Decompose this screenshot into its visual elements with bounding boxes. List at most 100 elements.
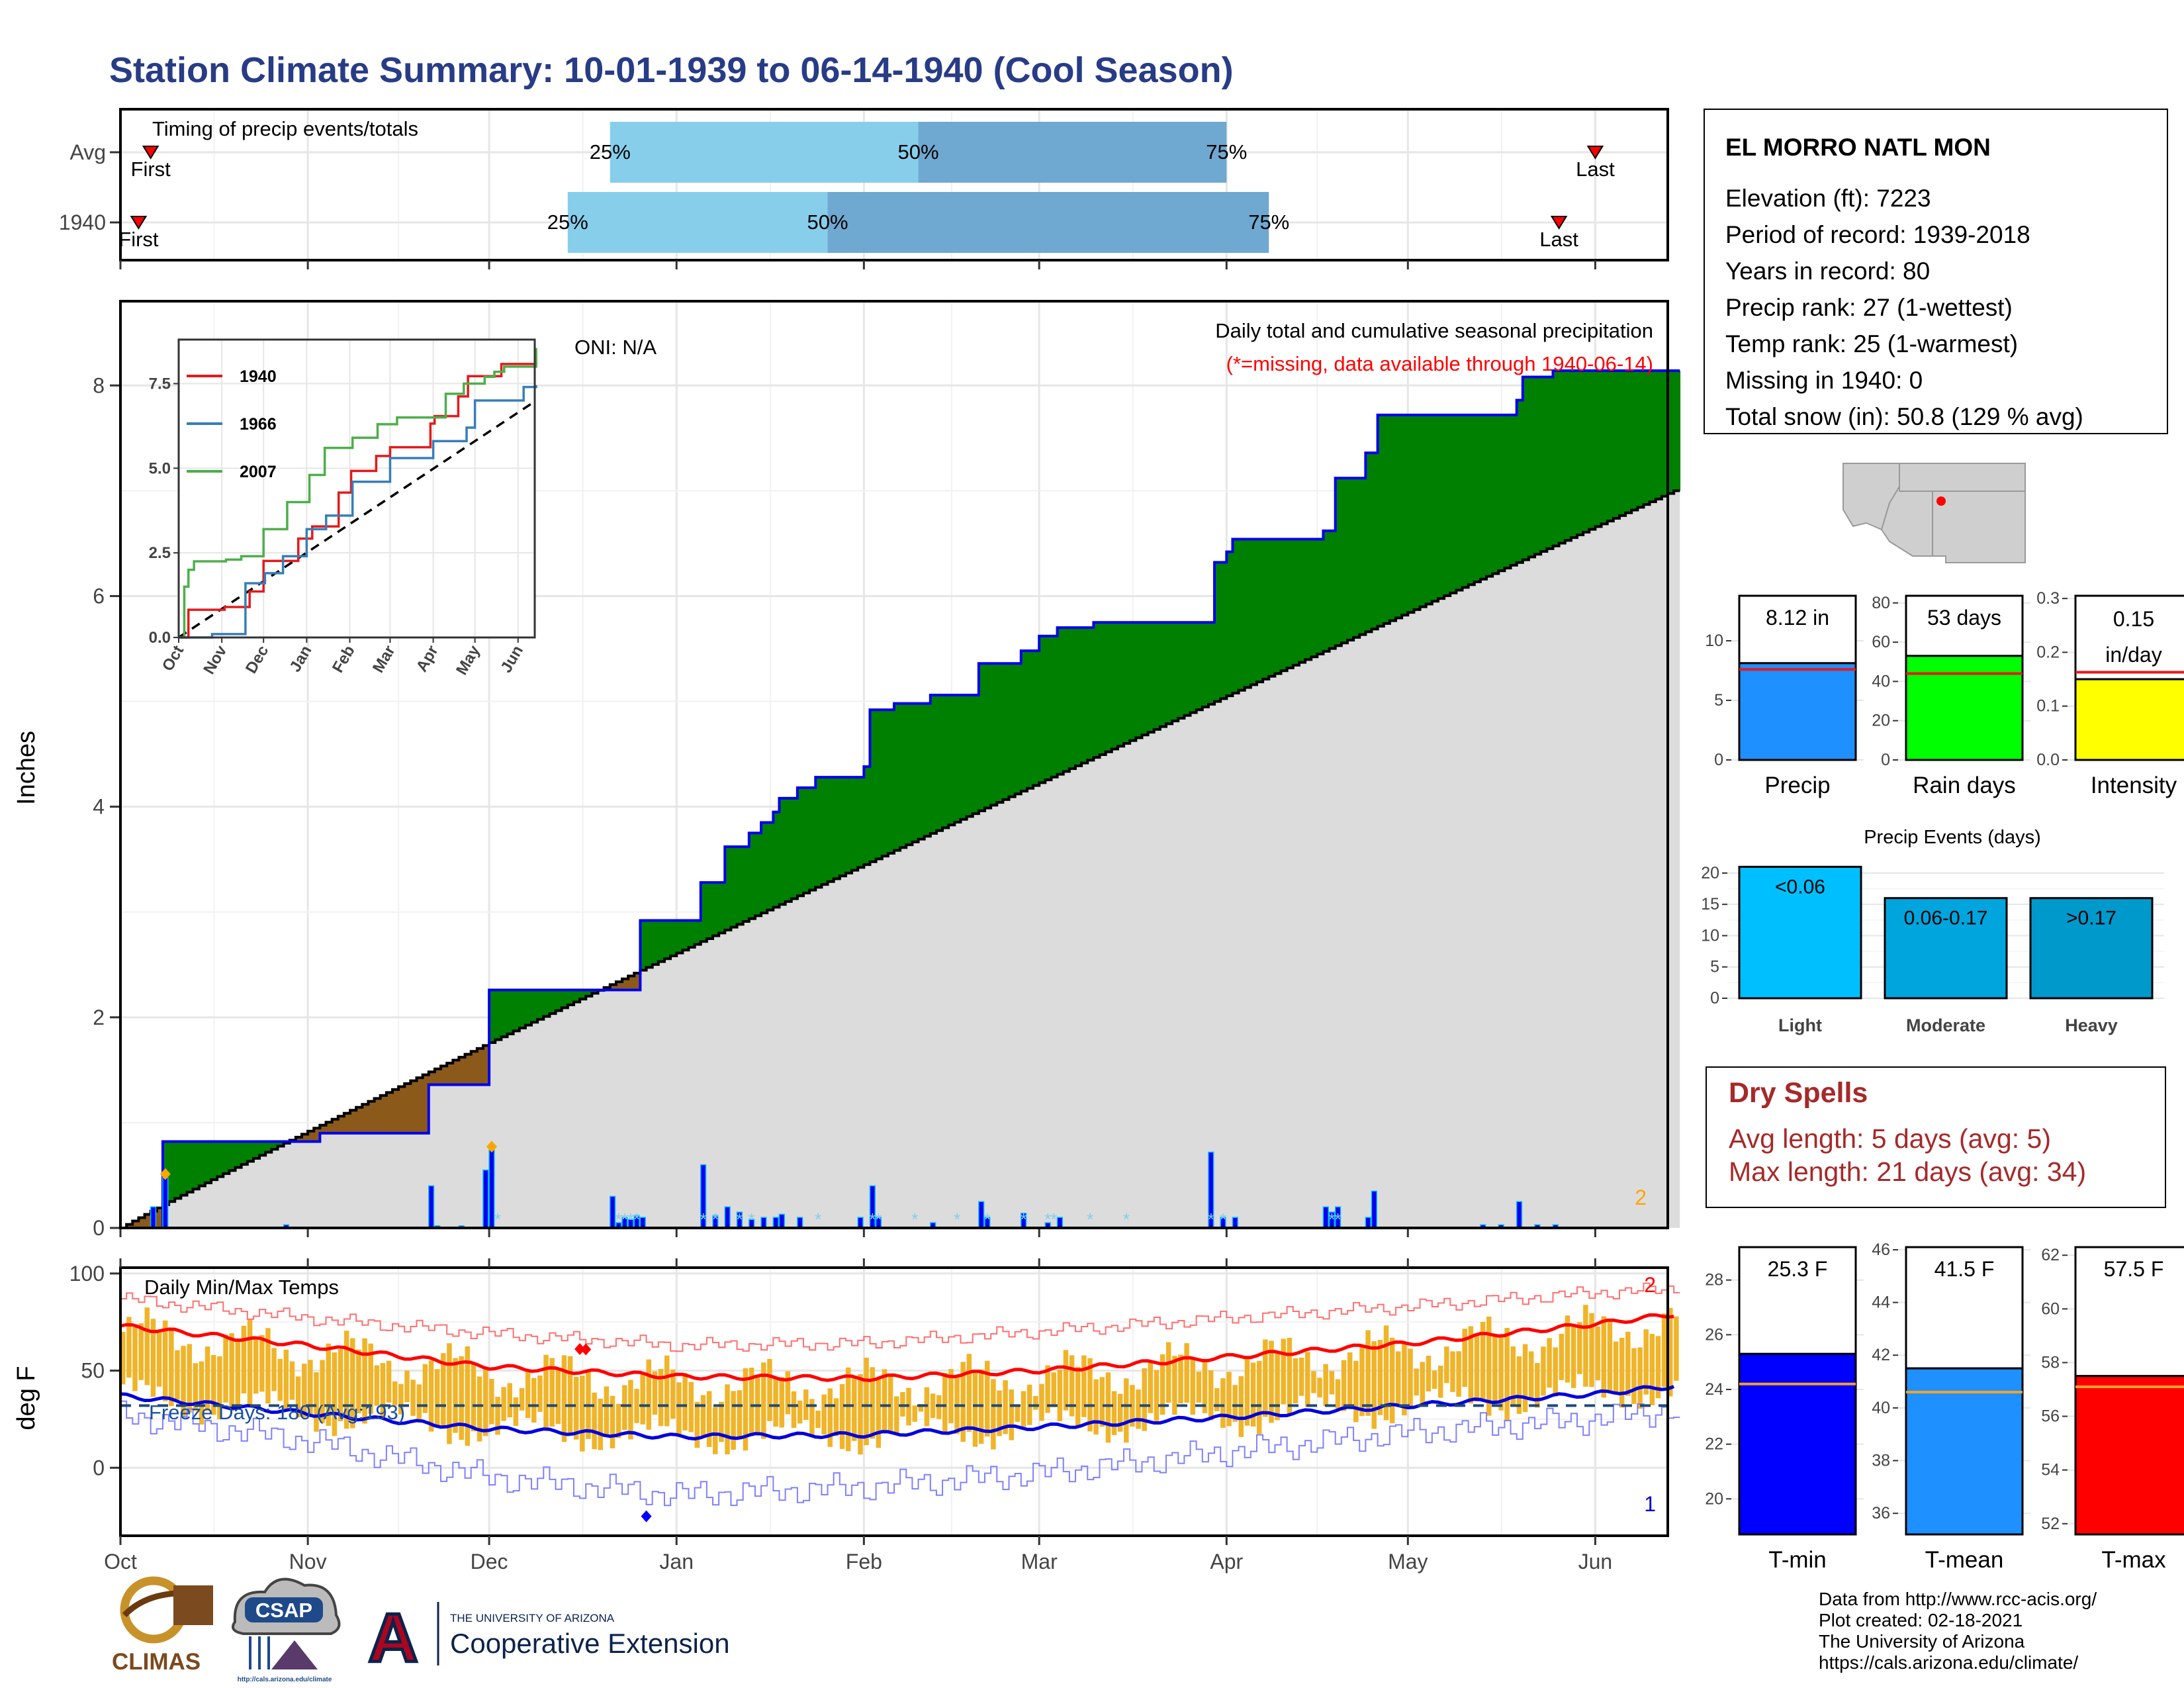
station-location-marker <box>1936 496 1946 506</box>
above-avg-band <box>187 1141 194 1192</box>
daily-temp-bar <box>1256 1360 1262 1434</box>
above-avg-band <box>1269 539 1276 677</box>
panel-value-label: 25.3 F <box>1768 1257 1828 1281</box>
month-label: Dec <box>471 1550 508 1573</box>
above-avg-band <box>1003 663 1010 800</box>
inset-x-tick-label: May <box>453 642 484 678</box>
daily-temp-bar <box>1437 1365 1443 1398</box>
daily-temp-bar <box>1263 1339 1268 1417</box>
snow-marker: * <box>911 1209 918 1229</box>
panel-y-tick-label: 38 <box>1872 1452 1890 1470</box>
daily-temp-bar <box>773 1378 778 1427</box>
daily-temp-bar <box>374 1365 380 1406</box>
daily-temp-bar <box>797 1400 803 1424</box>
daily-temp-bar <box>1643 1329 1649 1395</box>
daily-temp-bar <box>809 1399 815 1437</box>
above-avg-band <box>1359 478 1367 635</box>
csap-url: http://cals.arizona.edu/climate <box>238 1676 332 1683</box>
above-avg-band <box>821 777 829 885</box>
above-avg-band <box>719 882 726 933</box>
above-avg-band <box>1389 414 1396 621</box>
above-avg-band <box>773 812 780 908</box>
below-avg-band <box>447 1062 454 1085</box>
timing-q50-label: 50% <box>898 140 939 164</box>
above-avg-band <box>972 695 979 814</box>
above-avg-band <box>1589 371 1596 530</box>
daily-temp-bar <box>1474 1335 1480 1402</box>
daily-temp-bar <box>1674 1316 1679 1381</box>
daily-temp-bar <box>640 1373 645 1425</box>
panel-y-tick-label: 60 <box>2041 1299 2060 1318</box>
precip-corner-note: 2 <box>1635 1186 1647 1209</box>
above-avg-band <box>1353 478 1361 637</box>
inset-x-tick-label: Oct <box>159 643 187 675</box>
below-avg-band <box>126 1224 134 1228</box>
above-avg-band <box>1613 371 1620 518</box>
above-avg-band <box>507 990 514 1034</box>
first-label: First <box>131 158 171 181</box>
daily-temp-bar <box>205 1346 210 1411</box>
above-avg-band <box>809 788 817 890</box>
panel-y-tick-label: 20 <box>1872 712 1890 730</box>
daily-temp-bar <box>434 1369 440 1428</box>
event-bar-label: 0.06-0.17 <box>1904 908 1988 929</box>
daily-temp-bar <box>948 1369 954 1423</box>
above-avg-band <box>1099 622 1107 755</box>
daily-temp-bar <box>1275 1351 1280 1421</box>
above-avg-band <box>754 833 762 916</box>
daily-temp-bar <box>997 1390 1002 1436</box>
temp-corner-note-max: 2 <box>1644 1273 1656 1297</box>
above-avg-band <box>175 1141 182 1199</box>
daily-temp-bar <box>507 1383 512 1418</box>
daily-temp-bar <box>1208 1370 1214 1421</box>
daily-temp-bar <box>1130 1385 1135 1427</box>
daily-temp-bar <box>156 1330 162 1387</box>
above-avg-band <box>1184 622 1191 716</box>
precip-subtitle: (*=missing, data available through 1940-… <box>1226 352 1653 375</box>
daily-temp-bar <box>725 1384 730 1455</box>
daily-temp-bar <box>1389 1337 1395 1424</box>
event-bar-moderate <box>1884 897 2008 1000</box>
above-avg-band <box>839 777 846 876</box>
above-avg-band <box>567 990 574 1005</box>
above-avg-band <box>670 920 678 956</box>
daily-temp-bar <box>573 1377 579 1440</box>
daily-temp-bar <box>482 1368 488 1436</box>
panel-y-tick-label: 20 <box>1705 1489 1723 1508</box>
daily-temp-bar <box>942 1372 948 1434</box>
daily-precip-bar <box>1371 1190 1378 1229</box>
above-avg-band <box>676 920 684 953</box>
record-high-marker <box>574 1342 586 1355</box>
daily-temp-bar <box>592 1392 597 1450</box>
panel-y-tick-label: 5 <box>1714 691 1723 710</box>
month-label: Nov <box>289 1550 327 1573</box>
y-tick-label: 6 <box>93 584 105 608</box>
station-info-line: Period of record: 1939-2018 <box>1725 221 2030 248</box>
daily-precip-bar <box>639 1217 646 1229</box>
record-high-marker <box>580 1343 592 1356</box>
daily-temp-bar <box>1347 1352 1353 1405</box>
inset-x-tick-label: Nov <box>200 642 230 677</box>
above-avg-band <box>664 920 671 959</box>
daily-temp-bar <box>519 1387 525 1411</box>
daily-temp-bar <box>187 1344 192 1413</box>
panel-value-unit: in/day <box>2105 643 2161 667</box>
daily-temp-bar <box>1305 1352 1310 1407</box>
daily-temp-bar <box>277 1358 283 1401</box>
above-avg-band <box>241 1141 248 1165</box>
above-avg-band <box>181 1141 188 1196</box>
daily-temp-bar <box>126 1317 132 1378</box>
daily-temp-bar <box>410 1380 416 1416</box>
record-min-line <box>120 1400 1680 1507</box>
daily-temp-bar <box>247 1319 253 1405</box>
avg-min-line <box>120 1385 1675 1441</box>
above-avg-band <box>1275 539 1282 674</box>
precip-events-panel: Precip Events (days) 0 5 10 15 20 <0.06 Light 0… <box>1701 827 2164 1035</box>
above-avg-band <box>1661 371 1668 496</box>
above-avg-band <box>199 1141 206 1186</box>
above-avg-band <box>1075 628 1082 766</box>
record-low-marker <box>641 1510 652 1523</box>
above-avg-band <box>592 990 599 994</box>
panel-bar-t-min <box>1738 1352 1857 1536</box>
month-label: Apr <box>1210 1550 1243 1573</box>
